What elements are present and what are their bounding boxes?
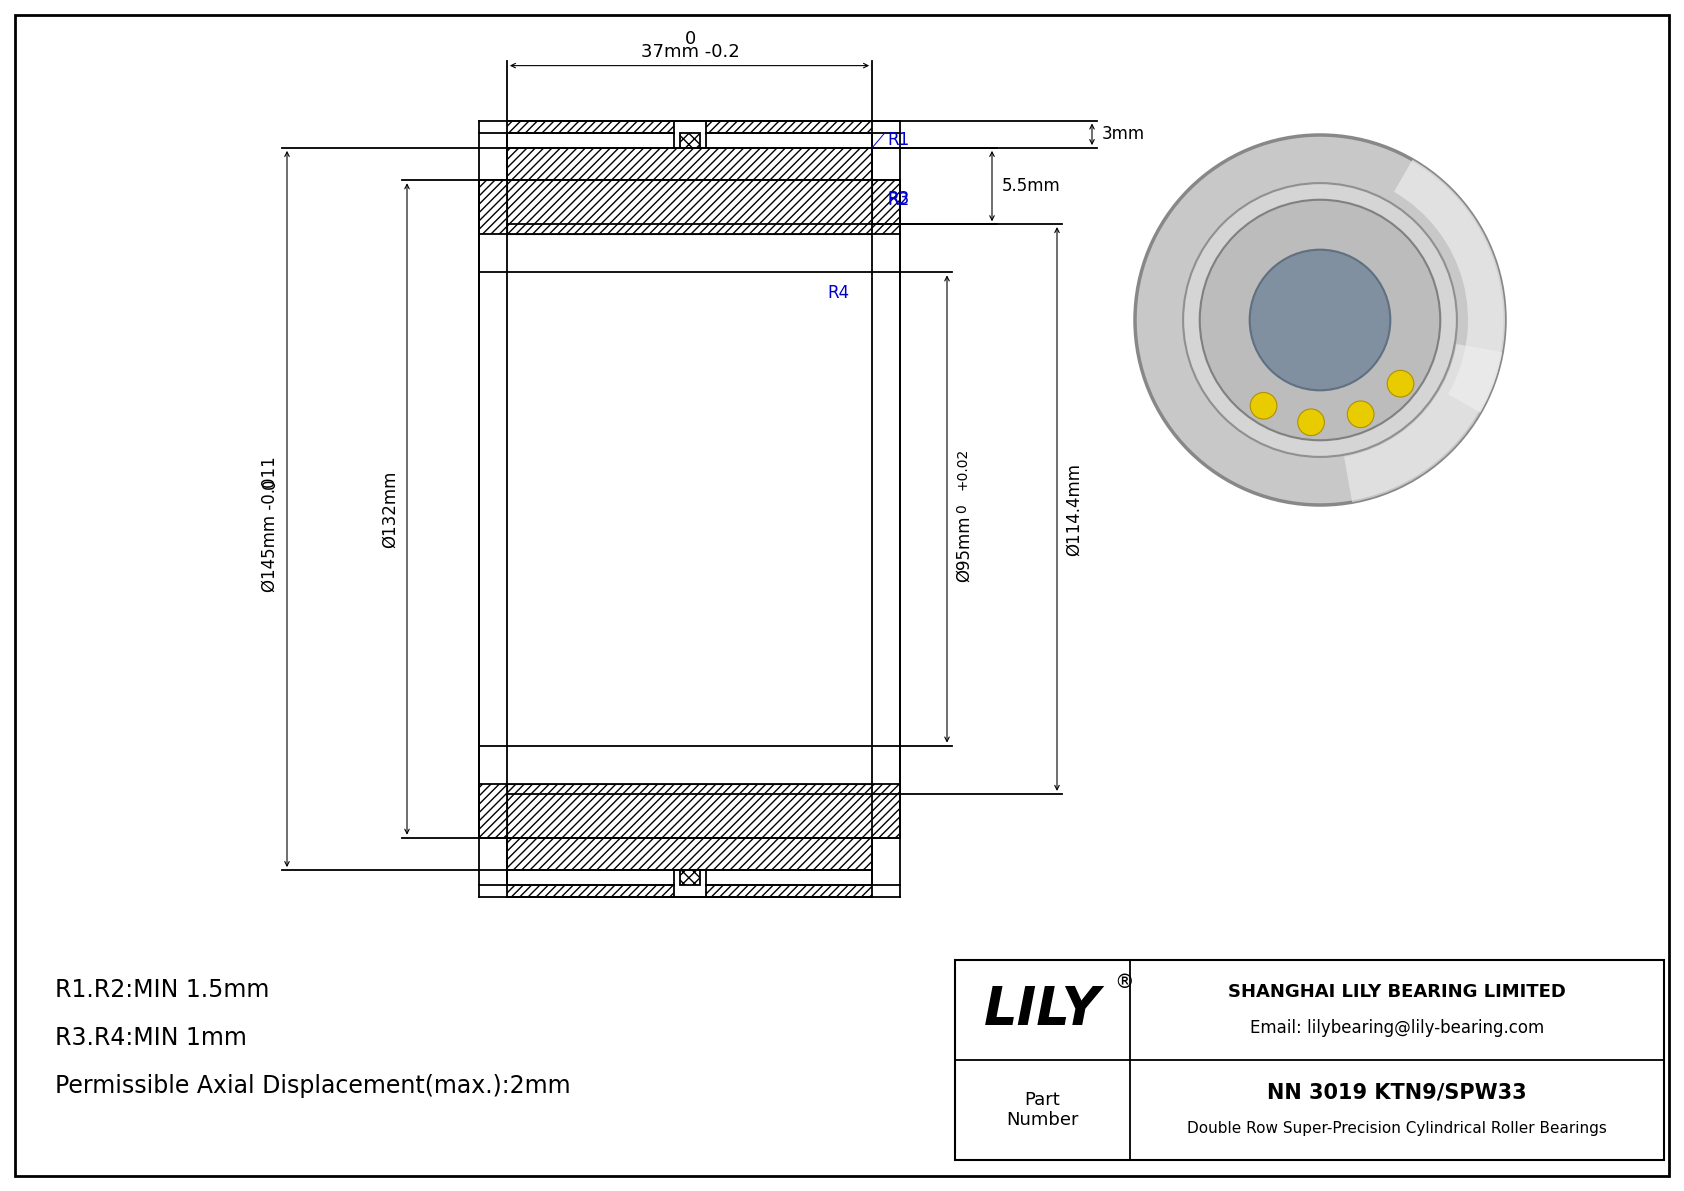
Text: Ø132mm: Ø132mm: [381, 470, 399, 548]
Polygon shape: [507, 885, 674, 897]
Text: R2: R2: [887, 192, 909, 210]
Text: NN 3019 KTN9/SPW33: NN 3019 KTN9/SPW33: [1266, 1081, 1527, 1102]
Circle shape: [1135, 135, 1505, 505]
Text: R1: R1: [887, 131, 909, 149]
Text: 0: 0: [261, 479, 280, 490]
Text: Ø114.4mm: Ø114.4mm: [1064, 462, 1083, 555]
Circle shape: [1199, 200, 1440, 441]
Text: R3.R4:MIN 1mm: R3.R4:MIN 1mm: [56, 1025, 248, 1050]
Circle shape: [1298, 409, 1324, 436]
Polygon shape: [706, 120, 872, 133]
Text: Ø145mm -0.011: Ø145mm -0.011: [261, 456, 280, 592]
Polygon shape: [507, 120, 674, 133]
Text: +0.02: +0.02: [955, 448, 968, 491]
Circle shape: [1250, 393, 1276, 419]
Text: R1.R2:MIN 1.5mm: R1.R2:MIN 1.5mm: [56, 978, 269, 1002]
Circle shape: [1388, 370, 1415, 397]
Text: Double Row Super-Precision Cylindrical Roller Bearings: Double Row Super-Precision Cylindrical R…: [1187, 1121, 1607, 1135]
Polygon shape: [478, 180, 899, 235]
Text: 5.5mm: 5.5mm: [1002, 177, 1061, 195]
Text: Permissible Axial Displacement(max.):2mm: Permissible Axial Displacement(max.):2mm: [56, 1074, 571, 1098]
Circle shape: [1250, 250, 1391, 391]
Polygon shape: [507, 794, 872, 869]
Text: ®: ®: [1115, 973, 1135, 991]
Circle shape: [1347, 401, 1374, 428]
Text: Part
Number: Part Number: [1007, 1091, 1079, 1129]
Polygon shape: [507, 148, 872, 224]
Text: Ø95mm: Ø95mm: [955, 516, 973, 582]
Wedge shape: [1394, 160, 1505, 412]
Bar: [955, 960, 1664, 1160]
Text: R3: R3: [887, 191, 909, 208]
Text: 0: 0: [684, 30, 695, 48]
Text: 37mm -0.2: 37mm -0.2: [640, 43, 739, 61]
Text: 0: 0: [955, 505, 968, 513]
Polygon shape: [680, 133, 701, 148]
Text: Email: lilybearing@lily-bearing.com: Email: lilybearing@lily-bearing.com: [1250, 1019, 1544, 1037]
Wedge shape: [1344, 344, 1502, 503]
Polygon shape: [706, 885, 872, 897]
Text: LILY: LILY: [983, 984, 1101, 1036]
Text: SHANGHAI LILY BEARING LIMITED: SHANGHAI LILY BEARING LIMITED: [1228, 983, 1566, 1000]
Circle shape: [1184, 183, 1457, 457]
Text: R4: R4: [827, 285, 849, 303]
Polygon shape: [680, 869, 701, 885]
Polygon shape: [478, 784, 899, 837]
Text: 3mm: 3mm: [1101, 125, 1145, 143]
